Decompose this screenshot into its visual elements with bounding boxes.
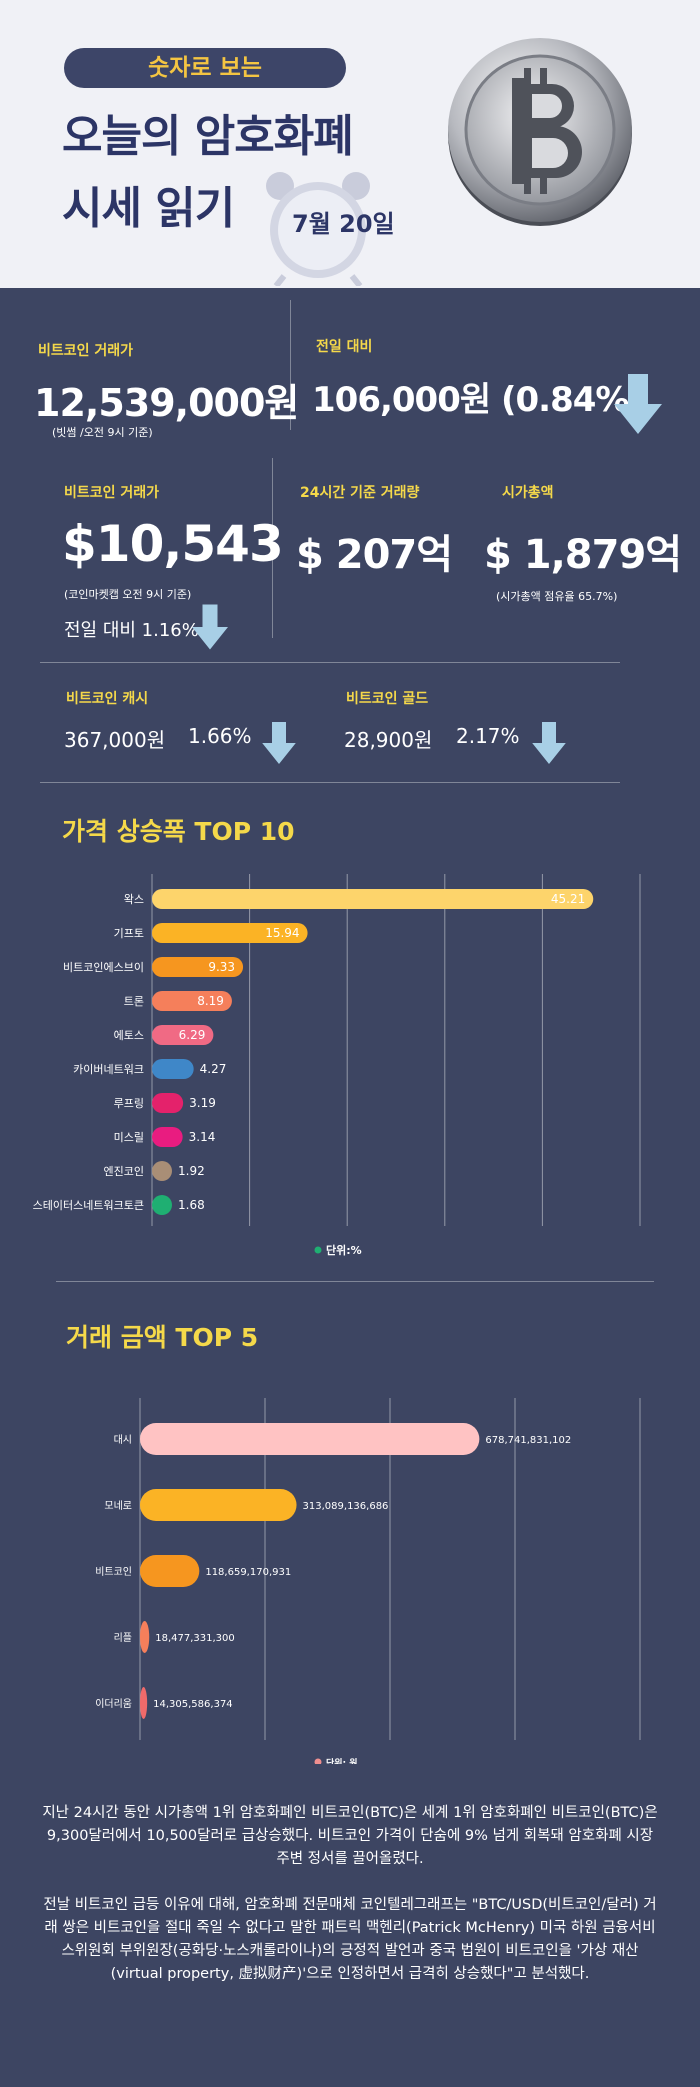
category-label: 에토스 xyxy=(114,1029,144,1042)
volume-value: $ 207억 xyxy=(296,532,453,578)
bitcoin-gold-label: 비트코인 골드 xyxy=(346,691,429,707)
category-label: 모네로 xyxy=(104,1500,132,1512)
bar xyxy=(140,1423,480,1455)
category-label: 리플 xyxy=(114,1632,132,1644)
price-gain-chart: 왁스 45.21 기프토 15.94 비트코인에스브이 9.33 트론 8.19 에토스 6.29… xyxy=(33,874,641,1257)
header-pill: 숫자로 보는 xyxy=(64,48,346,88)
bitcoin-cash-value: 367,000원 xyxy=(64,728,166,752)
legend-label: 단위:% xyxy=(326,1243,362,1257)
category-label: 비트코인에스브이 xyxy=(63,961,144,974)
bar xyxy=(152,923,308,943)
value-label: 14,305,586,374 xyxy=(153,1699,233,1710)
krw-price-label: 비트코인 거래가 xyxy=(38,343,134,359)
bar xyxy=(152,957,244,977)
chart1-title: 가격 상승폭 TOP 10 xyxy=(62,817,295,846)
down-arrow-icon xyxy=(262,722,296,764)
bar xyxy=(152,991,232,1011)
value-label: 118,659,170,931 xyxy=(205,1567,291,1578)
value-label: 3.19 xyxy=(189,1096,216,1110)
category-label: 대시 xyxy=(114,1434,132,1446)
down-arrow-icon xyxy=(192,604,228,650)
chart2-title: 거래 금액 TOP 5 xyxy=(66,1323,259,1352)
category-label: 카이버네트워크 xyxy=(73,1063,144,1076)
bar xyxy=(140,1687,148,1719)
value-label: 18,477,331,300 xyxy=(155,1633,235,1644)
value-label: 678,741,831,102 xyxy=(485,1435,571,1446)
divider xyxy=(56,1281,654,1282)
bitcoin-gold-change: 2.17% xyxy=(456,724,520,748)
alarm-clock-icon xyxy=(266,172,370,286)
krw-price-note: (빗썸 /오전 9시 기준) xyxy=(52,426,153,439)
bar xyxy=(140,1555,200,1587)
category-label: 미스릴 xyxy=(114,1131,144,1144)
bar xyxy=(152,1127,183,1147)
krw-price-value: 12,539,000원 xyxy=(34,381,299,425)
bar xyxy=(152,1161,172,1181)
market-cap-label: 시가총액 xyxy=(502,485,554,501)
usd-change: 전일 대비 1.16% xyxy=(64,620,199,641)
bitcoin-cash-change: 1.66% xyxy=(188,724,252,748)
legend-marker xyxy=(314,1758,322,1764)
value-label: 15.94 xyxy=(265,926,299,940)
bar xyxy=(152,1093,184,1113)
value-label: 4.27 xyxy=(200,1062,227,1076)
bar xyxy=(140,1489,297,1521)
value-label: 8.19 xyxy=(197,994,224,1008)
divider xyxy=(272,458,273,638)
category-label: 트론 xyxy=(124,995,144,1008)
value-label: 1.68 xyxy=(178,1198,205,1212)
bar xyxy=(140,1621,150,1653)
divider xyxy=(40,662,620,663)
category-label: 기프토 xyxy=(114,927,144,940)
header-title-line2: 시세 읽기 xyxy=(62,183,235,234)
trade-volume-chart: 대시 678,741,831,102 모네로 313,089,136,686 비트코인 1… xyxy=(95,1398,641,1764)
usd-price-value: $10,543 xyxy=(62,515,284,573)
down-arrow-icon xyxy=(614,374,662,434)
header-date: 7월 20일 xyxy=(292,210,395,238)
value-label: 6.29 xyxy=(179,1028,206,1042)
volume-label: 24시간 기준 거래량 xyxy=(300,485,420,501)
bar xyxy=(152,1025,214,1045)
value-label: 313,089,136,686 xyxy=(303,1501,389,1512)
body-paragraph-2: 전날 비트코인 급등 이유에 대해, 암호화폐 전문매체 코인텔레그래프는 "B… xyxy=(43,1897,657,1982)
bar xyxy=(152,1195,172,1215)
divider xyxy=(290,300,291,430)
bitcoin-gold-value: 28,900원 xyxy=(344,728,433,752)
usd-price-note: (코인마켓캡 오전 9시 기준) xyxy=(64,588,192,601)
market-cap-note: (시가총액 점유율 65.7%) xyxy=(496,590,618,603)
value-label: 9.33 xyxy=(208,960,235,974)
krw-change-label: 전일 대비 xyxy=(316,339,373,355)
value-label: 45.21 xyxy=(551,892,585,906)
header-title-line1: 오늘의 암호화폐 xyxy=(62,111,354,162)
market-cap-value: $ 1,879억 xyxy=(484,532,682,578)
bar xyxy=(152,1059,194,1079)
legend-marker xyxy=(314,1246,322,1254)
category-label: 이더리움 xyxy=(95,1698,132,1710)
value-label: 1.92 xyxy=(178,1164,205,1178)
body-paragraph-1: 지난 24시간 동안 시가총액 1위 암호화폐인 비트코인(BTC)은 세계 1… xyxy=(42,1805,658,1867)
divider xyxy=(40,782,620,783)
legend-label: 단위: 원 xyxy=(326,1757,358,1764)
category-label: 루프링 xyxy=(114,1097,144,1110)
header: 숫자로 보는 오늘의 암호화폐 시세 읽기 7월 20일 xyxy=(0,0,700,288)
category-label: 엔진코인 xyxy=(104,1165,144,1178)
down-arrow-icon xyxy=(532,722,566,764)
category-label: 비트코인 xyxy=(95,1566,132,1578)
bitcoin-cash-label: 비트코인 캐시 xyxy=(66,691,149,707)
bar xyxy=(152,889,594,909)
category-label: 스테이터스네트워크토큰 xyxy=(33,1199,144,1212)
bitcoin-coin-icon xyxy=(448,38,632,226)
category-label: 왁스 xyxy=(124,893,144,906)
value-label: 3.14 xyxy=(189,1130,216,1144)
usd-price-label: 비트코인 거래가 xyxy=(64,485,160,501)
krw-change-value: 106,000원 (0.84%) xyxy=(312,380,644,420)
